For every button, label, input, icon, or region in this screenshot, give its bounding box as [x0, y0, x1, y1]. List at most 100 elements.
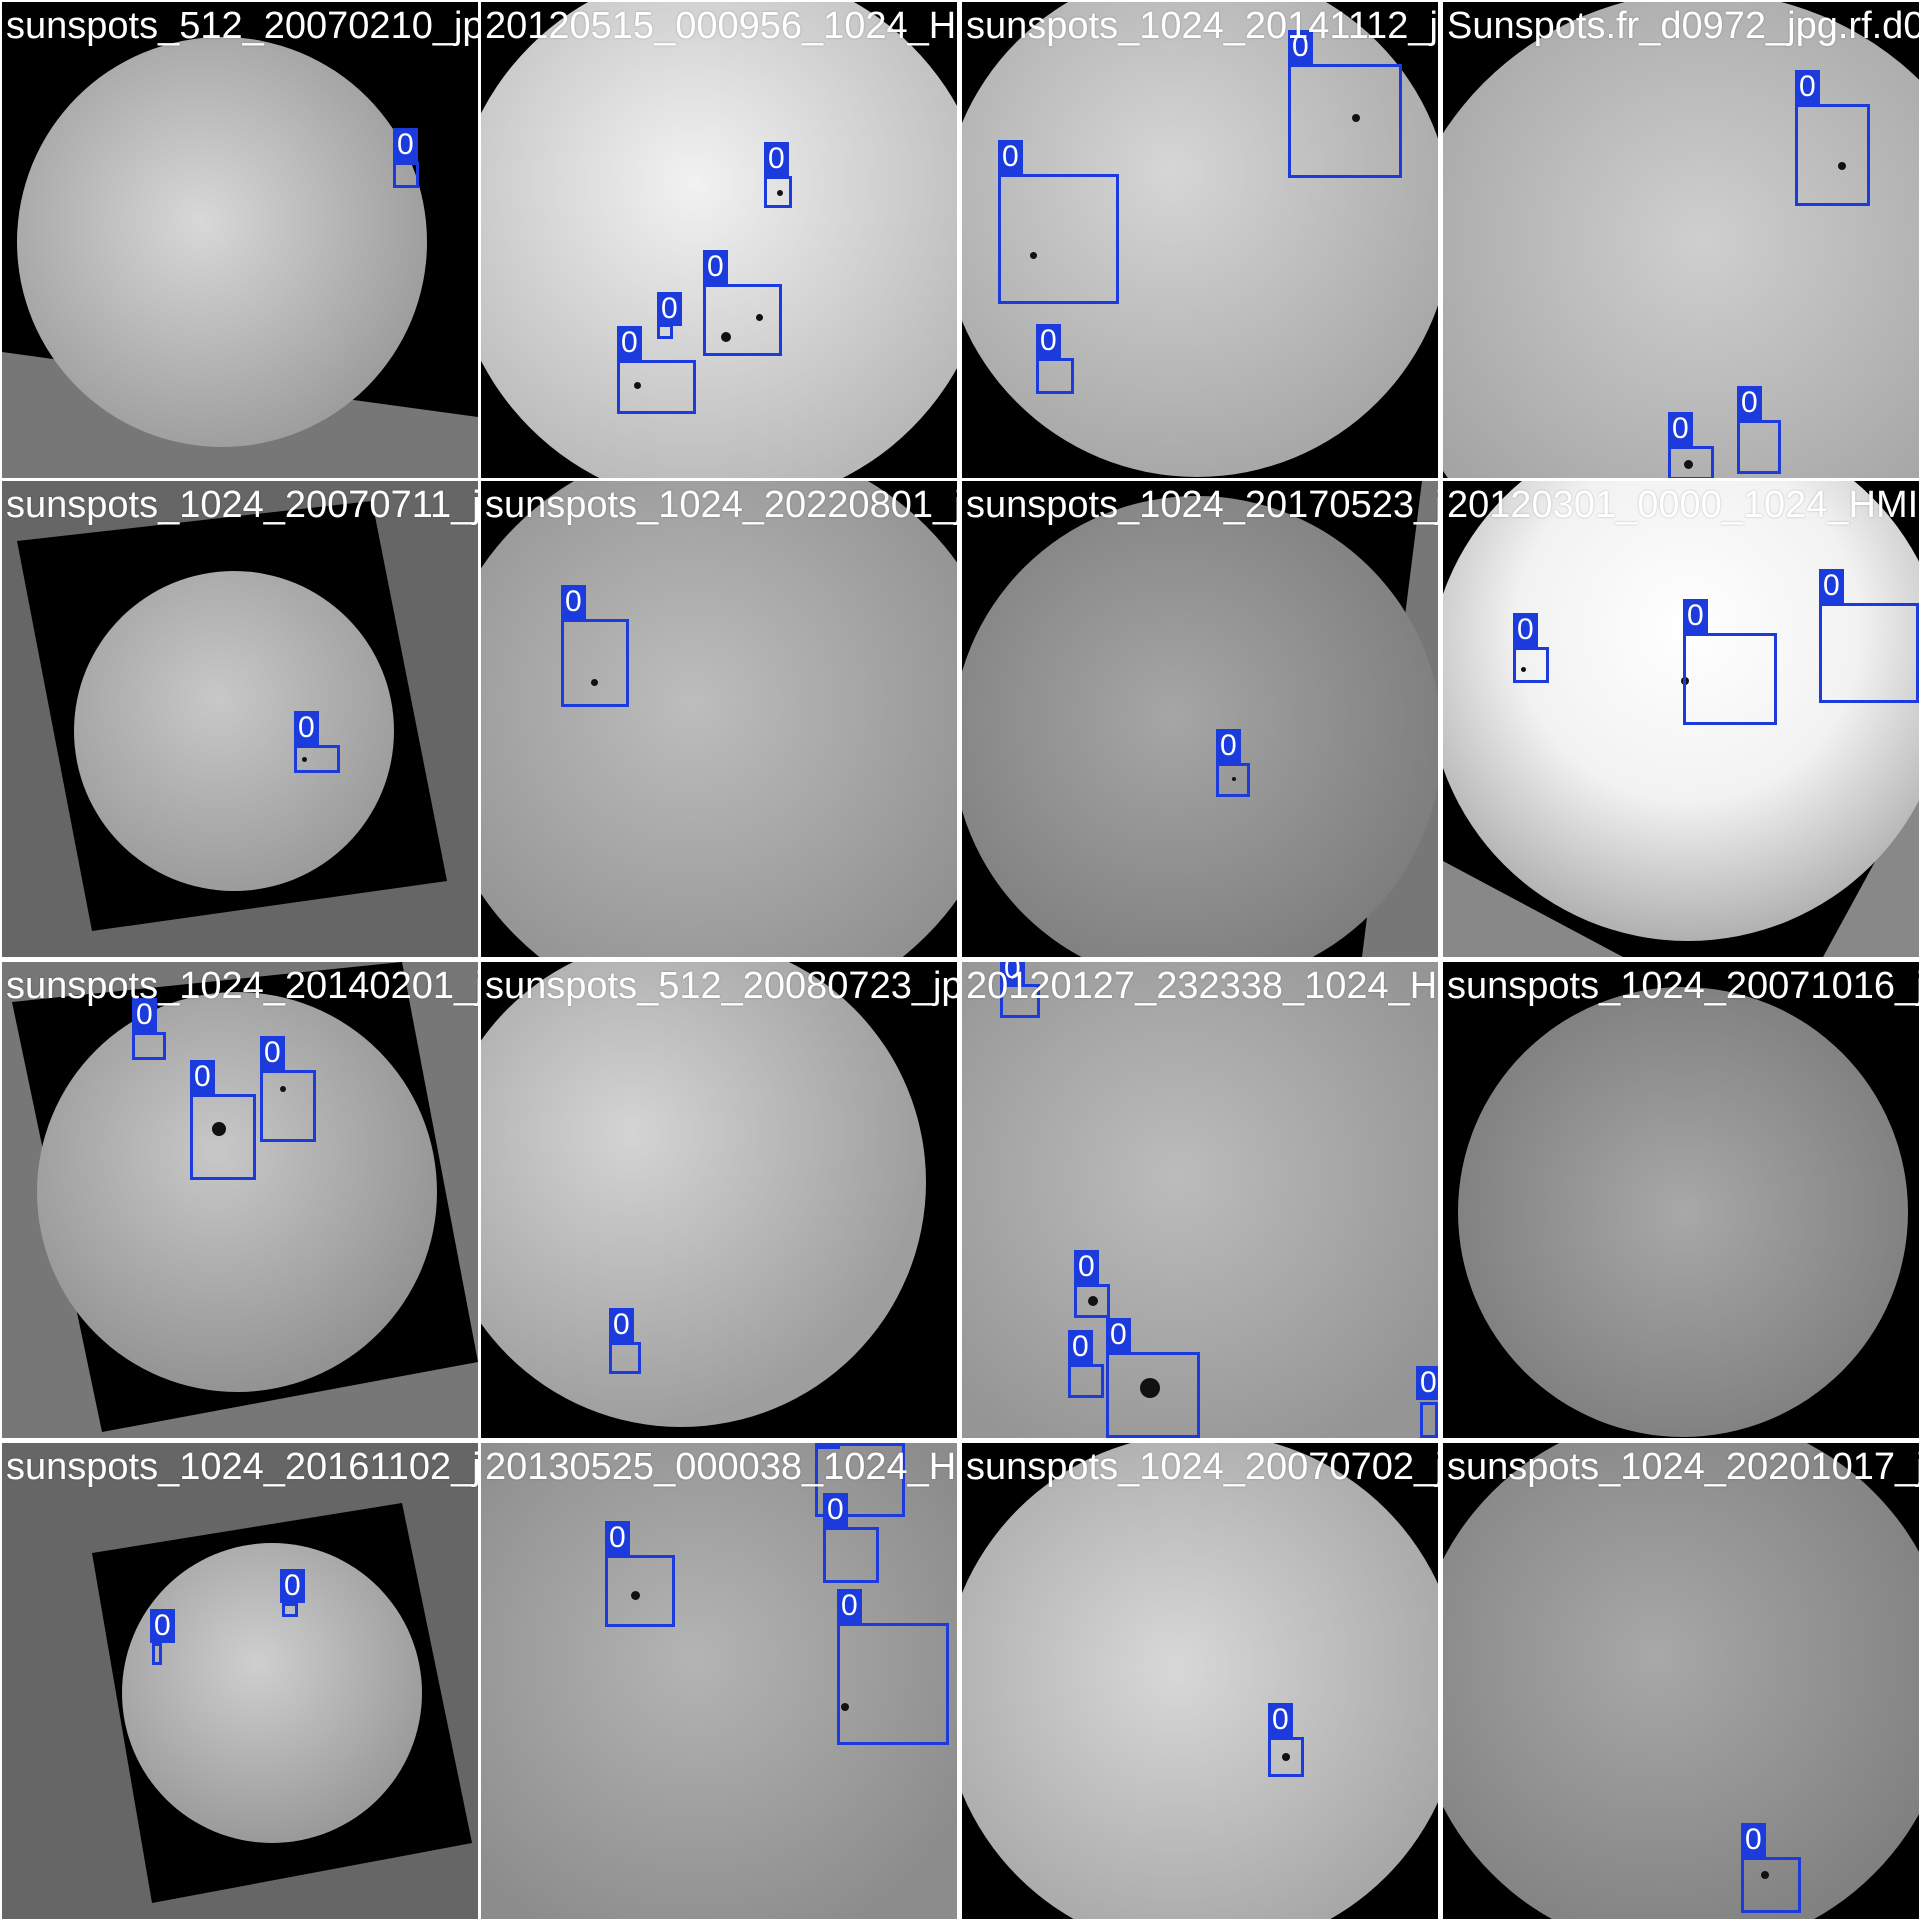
detection-box [998, 174, 1119, 304]
detection-label: 0 [1216, 729, 1241, 763]
tile-image [962, 481, 1438, 957]
tile-title: sunspots_1024_20140201_jpg.rf.9d13cf234 [6, 965, 478, 1007]
detection-box [260, 1070, 316, 1142]
detection-label: 0 [617, 326, 642, 360]
detection-box [294, 745, 340, 773]
detection-label: 0 [1074, 1250, 1099, 1284]
detection-box [132, 1032, 166, 1060]
tile-title: 20120127_232338_1024_HMIIf.jpg.rf.09 [966, 965, 1438, 1007]
detection-label: 0 [561, 585, 586, 619]
detection-box [1216, 763, 1250, 797]
detection-box [605, 1555, 675, 1627]
tile-title: sunspots_1024_20070702_jpg.rf.2f6247 [966, 1446, 1438, 1488]
detection-label: 0 [1819, 569, 1844, 603]
tile-9: 0 0 0 sunspots_1024_20140201_jpg.rf.9d13… [2, 962, 478, 1438]
detection-box [393, 162, 419, 188]
tile-image [1443, 1443, 1919, 1919]
tile-2: 0 0 0 0 20120515_000956_1024_HMIIf.jpg.r… [481, 2, 957, 478]
tile-title: sunspots_1024_20070711_jpg.rf.e8e51c7a [6, 484, 478, 526]
detection-label: 0 [998, 140, 1023, 174]
detection-box [837, 1623, 949, 1745]
detection-box [1420, 1402, 1438, 1438]
tile-title: sunspots_1024_20071016_jpg.rf.05047c [1447, 965, 1919, 1007]
detection-box [282, 1603, 298, 1617]
tile-6: 0 sunspots_1024_20220801_jpg.rf.d1424d [481, 481, 957, 957]
detection-label: 0 [1795, 70, 1820, 104]
tile-image [481, 2, 957, 478]
detection-box [190, 1094, 256, 1180]
detection-label: 0 [190, 1060, 215, 1094]
detection-box [1819, 603, 1919, 703]
tile-3: 0 0 0 sunspots_1024_20141112_jpg.rf.e0c4… [962, 2, 1438, 478]
detection-box [1074, 1284, 1110, 1318]
tile-image [1443, 2, 1919, 478]
detection-label: 0 [132, 998, 157, 1032]
detection-label: 0 [1737, 386, 1762, 420]
tile-13: 0 0 sunspots_1024_20161102_jpg.rf.2f8a10… [2, 1443, 478, 1919]
detection-box [1741, 1857, 1801, 1913]
tile-image [962, 962, 1438, 1438]
detection-label: 0 [605, 1521, 630, 1555]
detection-label: 0 [1416, 1366, 1438, 1400]
detection-box [1795, 104, 1870, 206]
detection-box [815, 1443, 905, 1517]
detection-box [1683, 633, 1777, 725]
detection-box [764, 176, 792, 208]
tile-8: 0 0 0 20120301_0000_1024_HMIIf.jpg.rf.26… [1443, 481, 1919, 957]
tile-title: sunspots_512_20080723_jpg.rf.c1b2a947 [485, 965, 957, 1007]
detection-label: 0 [1068, 1330, 1093, 1364]
tile-title: sunspots_1024_20161102_jpg.rf.2f8a10c [6, 1446, 478, 1488]
detection-label: 0 [1741, 1823, 1766, 1857]
tile-7: 0 sunspots_1024_20170523_jpg.rf.2391f0e [962, 481, 1438, 957]
detection-box [1106, 1352, 1200, 1438]
detection-box [561, 619, 629, 707]
detection-label: 0 [1000, 962, 1025, 986]
detection-label: 0 [823, 1493, 848, 1527]
detection-box [152, 1643, 162, 1665]
tile-image [2, 481, 478, 957]
tile-image [2, 1443, 478, 1919]
tile-title: 20120301_0000_1024_HMIIf.jpg.rf.2615 [1447, 484, 1919, 526]
tile-title: 20120515_000956_1024_HMIIf.jpg.rf.a6 [485, 5, 957, 47]
tile-image [962, 2, 1438, 478]
detection-box [657, 324, 673, 339]
detection-box [703, 284, 782, 356]
tile-image [481, 1443, 957, 1919]
detection-label: 0 [1288, 30, 1313, 64]
detection-label: 0 [764, 142, 789, 176]
detection-label: 0 [150, 1609, 175, 1643]
tile-10: 0 sunspots_512_20080723_jpg.rf.c1b2a947 [481, 962, 957, 1438]
detection-box [1737, 420, 1781, 474]
detection-box [1668, 446, 1714, 478]
detection-label: 0 [294, 711, 319, 745]
tile-image [1443, 962, 1919, 1438]
tile-title: sunspots_512_20070210_jpg.rf.12f4c2ba [6, 5, 478, 47]
detection-box [1513, 647, 1549, 683]
tile-image [1443, 481, 1919, 957]
detection-label: 0 [1513, 613, 1538, 647]
tile-image [481, 481, 957, 957]
tile-16: 0 sunspots_1024_20201017_jpg.rf.d48de227… [1443, 1443, 1919, 1919]
detection-box [823, 1527, 879, 1583]
detection-label: 0 [1106, 1318, 1131, 1352]
detection-box [609, 1342, 641, 1374]
tile-11: 0 0 0 0 0 20120127_232338_1024_HMIIf.jpg… [962, 962, 1438, 1438]
detection-label: 0 [260, 1036, 285, 1070]
detection-label: 0 [657, 292, 682, 326]
detection-label: 0 [1683, 599, 1708, 633]
detection-label: 0 [1268, 1703, 1293, 1737]
tile-image [481, 962, 957, 1438]
detection-label: 0 [703, 250, 728, 284]
detection-label: 0 [1668, 412, 1693, 446]
tile-image [2, 2, 478, 478]
tile-14: 0 0 0 0 20130525_000038_1024_HMIIf.jpg.r… [481, 1443, 957, 1919]
detection-label: 0 [393, 128, 418, 162]
detection-label: 0 [280, 1569, 305, 1603]
tile-15: 0 sunspots_1024_20070702_jpg.rf.2f6247 [962, 1443, 1438, 1919]
detection-box [617, 360, 696, 414]
detection-label: 0 [837, 1589, 862, 1623]
tile-title: sunspots_1024_20220801_jpg.rf.d1424d [485, 484, 957, 526]
detection-label: 0 [609, 1308, 634, 1342]
tile-title: sunspots_1024_20170523_jpg.rf.2391f0e [966, 484, 1438, 526]
